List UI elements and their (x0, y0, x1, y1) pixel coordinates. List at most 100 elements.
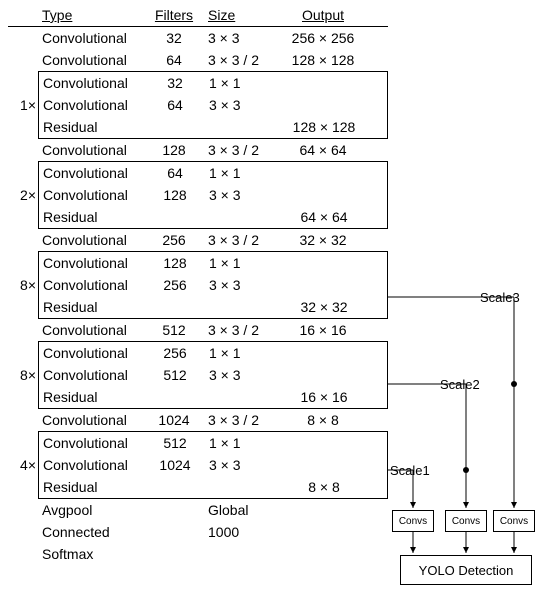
cell-output (278, 544, 368, 564)
cell-output: 8 × 8 (279, 477, 369, 497)
cell-filters: 512 (146, 320, 202, 340)
section-pre1: Convolutional323 × 3256 × 256Convolution… (8, 27, 388, 71)
cell-output: 256 × 256 (278, 28, 368, 48)
cell-output (279, 455, 369, 475)
cell-type: Convolutional (39, 73, 147, 93)
table-row: Convolutional1281 × 1 (39, 252, 387, 274)
cell-type: Convolutional (39, 95, 147, 115)
cell-output (279, 253, 369, 273)
table-row: Convolutional643 × 3 / 2128 × 128 (38, 49, 388, 71)
cell-size: 3 × 3 (203, 455, 279, 475)
cell-size: 1 × 1 (203, 73, 279, 93)
cell-filters: 128 (147, 185, 203, 205)
convs-box-1: Convs (392, 510, 434, 532)
multiplier-label (8, 499, 38, 565)
section-pre3: Convolutional2563 × 3 / 232 × 32 (8, 229, 388, 251)
cell-size (203, 477, 279, 497)
cell-output: 64 × 64 (278, 140, 368, 160)
multiplier-label (8, 27, 38, 71)
table-row: Convolutional10243 × 3 / 28 × 8 (38, 409, 388, 431)
section-tail: AvgpoolGlobalConnected1000Softmax (8, 499, 388, 565)
cell-size (203, 387, 279, 407)
table-row: Residual 64 × 64 (39, 206, 387, 228)
cell-filters: 64 (146, 50, 202, 70)
cell-size: 1 × 1 (203, 163, 279, 183)
cell-filters: 32 (147, 73, 203, 93)
header-type: Type (38, 7, 146, 23)
multiplier-label: 1× (8, 71, 38, 139)
yolo-detection-box: YOLO Detection (400, 555, 532, 585)
cell-size: 3 × 3 / 2 (202, 410, 278, 430)
section-block2: 2×Convolutional641 × 1Convolutional1283 … (8, 161, 388, 229)
cell-filters (146, 500, 202, 520)
cell-size (203, 207, 279, 227)
cell-type: Convolutional (38, 140, 146, 160)
cell-filters: 64 (147, 95, 203, 115)
multiplier-label: 8× (8, 251, 38, 319)
table-row: Convolutional2561 × 1 (39, 342, 387, 364)
cell-filters: 256 (147, 275, 203, 295)
cell-size: 3 × 3 / 2 (202, 140, 278, 160)
cell-type: Convolutional (39, 163, 147, 183)
cell-size (202, 544, 278, 564)
cell-filters: 512 (147, 365, 203, 385)
table-row: Convolutional643 × 3 (39, 94, 387, 116)
table-row: Convolutional2563 × 3 / 232 × 32 (38, 229, 388, 251)
cell-output (279, 95, 369, 115)
cell-type: Convolutional (39, 343, 147, 363)
scale3-label: Scale3 (480, 290, 520, 305)
header-output: Output (278, 7, 368, 23)
table-header: Type Filters Size Output (8, 5, 388, 27)
cell-output: 64 × 64 (279, 207, 369, 227)
cell-size: 3 × 3 / 2 (202, 230, 278, 250)
cell-type: Residual (39, 207, 147, 227)
cell-output: 16 × 16 (279, 387, 369, 407)
cell-output: 128 × 128 (278, 50, 368, 70)
cell-output (278, 522, 368, 542)
cell-size (203, 297, 279, 317)
table-row: Residual16 × 16 (39, 386, 387, 408)
cell-filters (146, 522, 202, 542)
cell-type: Softmax (38, 544, 146, 564)
cell-output: 16 × 16 (278, 320, 368, 340)
cell-size: 3 × 3 (203, 95, 279, 115)
scale2-label: Scale2 (440, 377, 480, 392)
architecture-table: Type Filters Size Output Convolutional32… (8, 5, 388, 565)
cell-size: 3 × 3 (203, 275, 279, 295)
section-pre4: Convolutional5123 × 3 / 216 × 16 (8, 319, 388, 341)
table-row: Convolutional2563 × 3 (39, 274, 387, 296)
header-size: Size (202, 7, 278, 23)
cell-size: 1 × 1 (203, 433, 279, 453)
cell-size: 3 × 3 (203, 185, 279, 205)
multiplier-label: 4× (8, 431, 38, 499)
multiplier-label (8, 319, 38, 341)
cell-type: Convolutional (39, 455, 147, 475)
cell-size: 1 × 1 (203, 343, 279, 363)
cell-filters (146, 544, 202, 564)
cell-filters (147, 207, 203, 227)
multiplier-label: 8× (8, 341, 38, 409)
table-row: Convolutional1283 × 3 / 264 × 64 (38, 139, 388, 161)
table-row: AvgpoolGlobal (38, 499, 388, 521)
table-row: Convolutional641 × 1 (39, 162, 387, 184)
cell-filters: 512 (147, 433, 203, 453)
cell-type: Connected (38, 522, 146, 542)
cell-output (279, 73, 369, 93)
cell-type: Convolutional (39, 275, 147, 295)
multiplier-label (8, 139, 38, 161)
cell-output (279, 163, 369, 183)
cell-size: 1 × 1 (203, 253, 279, 273)
cell-filters: 1024 (146, 410, 202, 430)
table-row: Residual128 × 128 (39, 116, 387, 138)
cell-type: Convolutional (39, 185, 147, 205)
section-pre2: Convolutional1283 × 3 / 264 × 64 (8, 139, 388, 161)
section-block1: 1×Convolutional321 × 1Convolutional643 ×… (8, 71, 388, 139)
cell-type: Convolutional (38, 28, 146, 48)
cell-type: Residual (39, 117, 147, 137)
table-row: Convolutional5123 × 3 (39, 364, 387, 386)
convs-box-2: Convs (445, 510, 487, 532)
cell-type: Convolutional (38, 230, 146, 250)
cell-filters: 256 (146, 230, 202, 250)
cell-filters: 128 (147, 253, 203, 273)
cell-filters: 32 (146, 28, 202, 48)
